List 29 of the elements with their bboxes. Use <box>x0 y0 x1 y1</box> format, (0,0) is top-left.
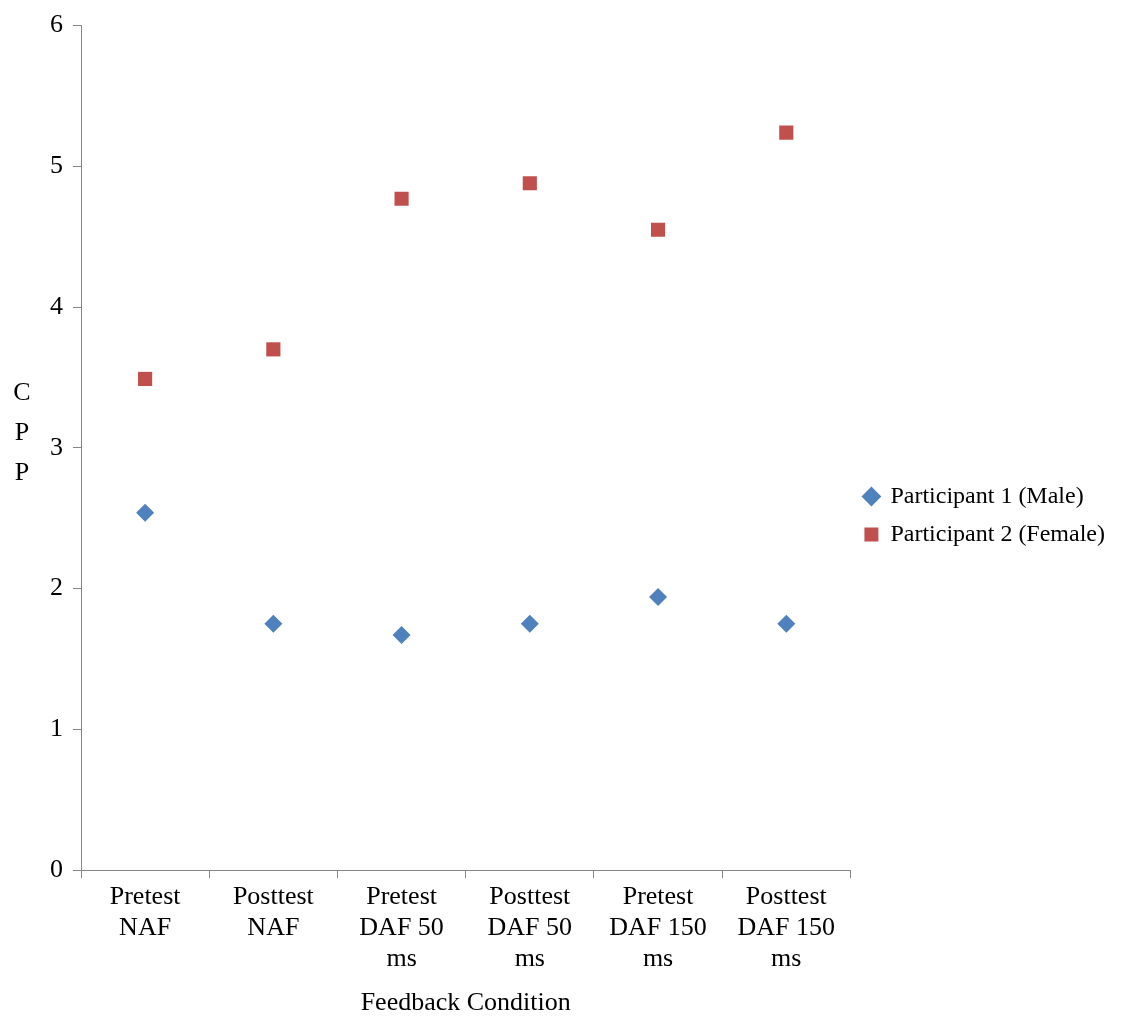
y-axis-title: CPP <box>12 376 32 488</box>
point <box>266 342 281 357</box>
point <box>138 371 153 386</box>
legend-label: Participant 2 (Female) <box>890 519 1105 546</box>
y-tick-label: 5 <box>50 150 63 180</box>
x-tick-label: Posttest DAF 150 ms <box>737 880 836 973</box>
legend-label: Participant 1 (Male) <box>890 481 1084 508</box>
point <box>136 503 155 522</box>
point <box>394 191 409 206</box>
point <box>650 222 666 237</box>
point <box>649 588 668 607</box>
y-tick-label: 1 <box>50 713 63 743</box>
x-tick-label: Pretest DAF 50 ms <box>359 880 444 973</box>
point <box>522 176 537 191</box>
y-tick-label: 6 <box>50 9 63 39</box>
x-tick-label: Posttest NAF <box>232 880 315 941</box>
y-tick-label: 3 <box>50 431 63 461</box>
y-tick-label: 4 <box>50 290 63 320</box>
x-tick-label: Posttest DAF 50 ms <box>487 880 573 973</box>
x-axis-title: Feedback Condition <box>360 987 571 1017</box>
point <box>392 626 411 645</box>
point <box>264 614 283 633</box>
point <box>779 125 794 140</box>
x-tick-label: Pretest NAF <box>109 880 182 941</box>
point <box>777 614 796 633</box>
point <box>520 614 539 633</box>
x-tick-label: Pretest DAF 150 ms <box>609 880 707 973</box>
y-tick-label: 0 <box>50 854 63 884</box>
y-tick-label: 2 <box>50 572 63 602</box>
